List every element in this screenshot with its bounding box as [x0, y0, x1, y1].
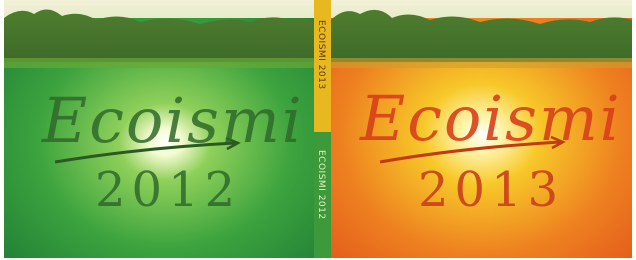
- cover-title: Ecoismi: [359, 82, 622, 155]
- spine: ECOISMI 2013 ECOISMI 2012: [314, 0, 331, 258]
- cover-2012: Ecoismi 2012: [4, 0, 314, 258]
- page: Ecoismi 2012 ECOISMI 2013 ECOISMI 2012 E…: [0, 0, 636, 260]
- spine-text: ECOISMI 2013: [316, 20, 326, 90]
- book-covers: Ecoismi 2012 ECOISMI 2013 ECOISMI 2012 E…: [0, 0, 636, 260]
- cover-year: 2013: [418, 162, 564, 218]
- cover-year: 2012: [95, 162, 241, 218]
- cover-title: Ecoismi: [41, 84, 304, 157]
- cover-2013: Ecoismi 2013: [331, 0, 632, 258]
- spine-text: ECOISMI 2012: [316, 150, 326, 220]
